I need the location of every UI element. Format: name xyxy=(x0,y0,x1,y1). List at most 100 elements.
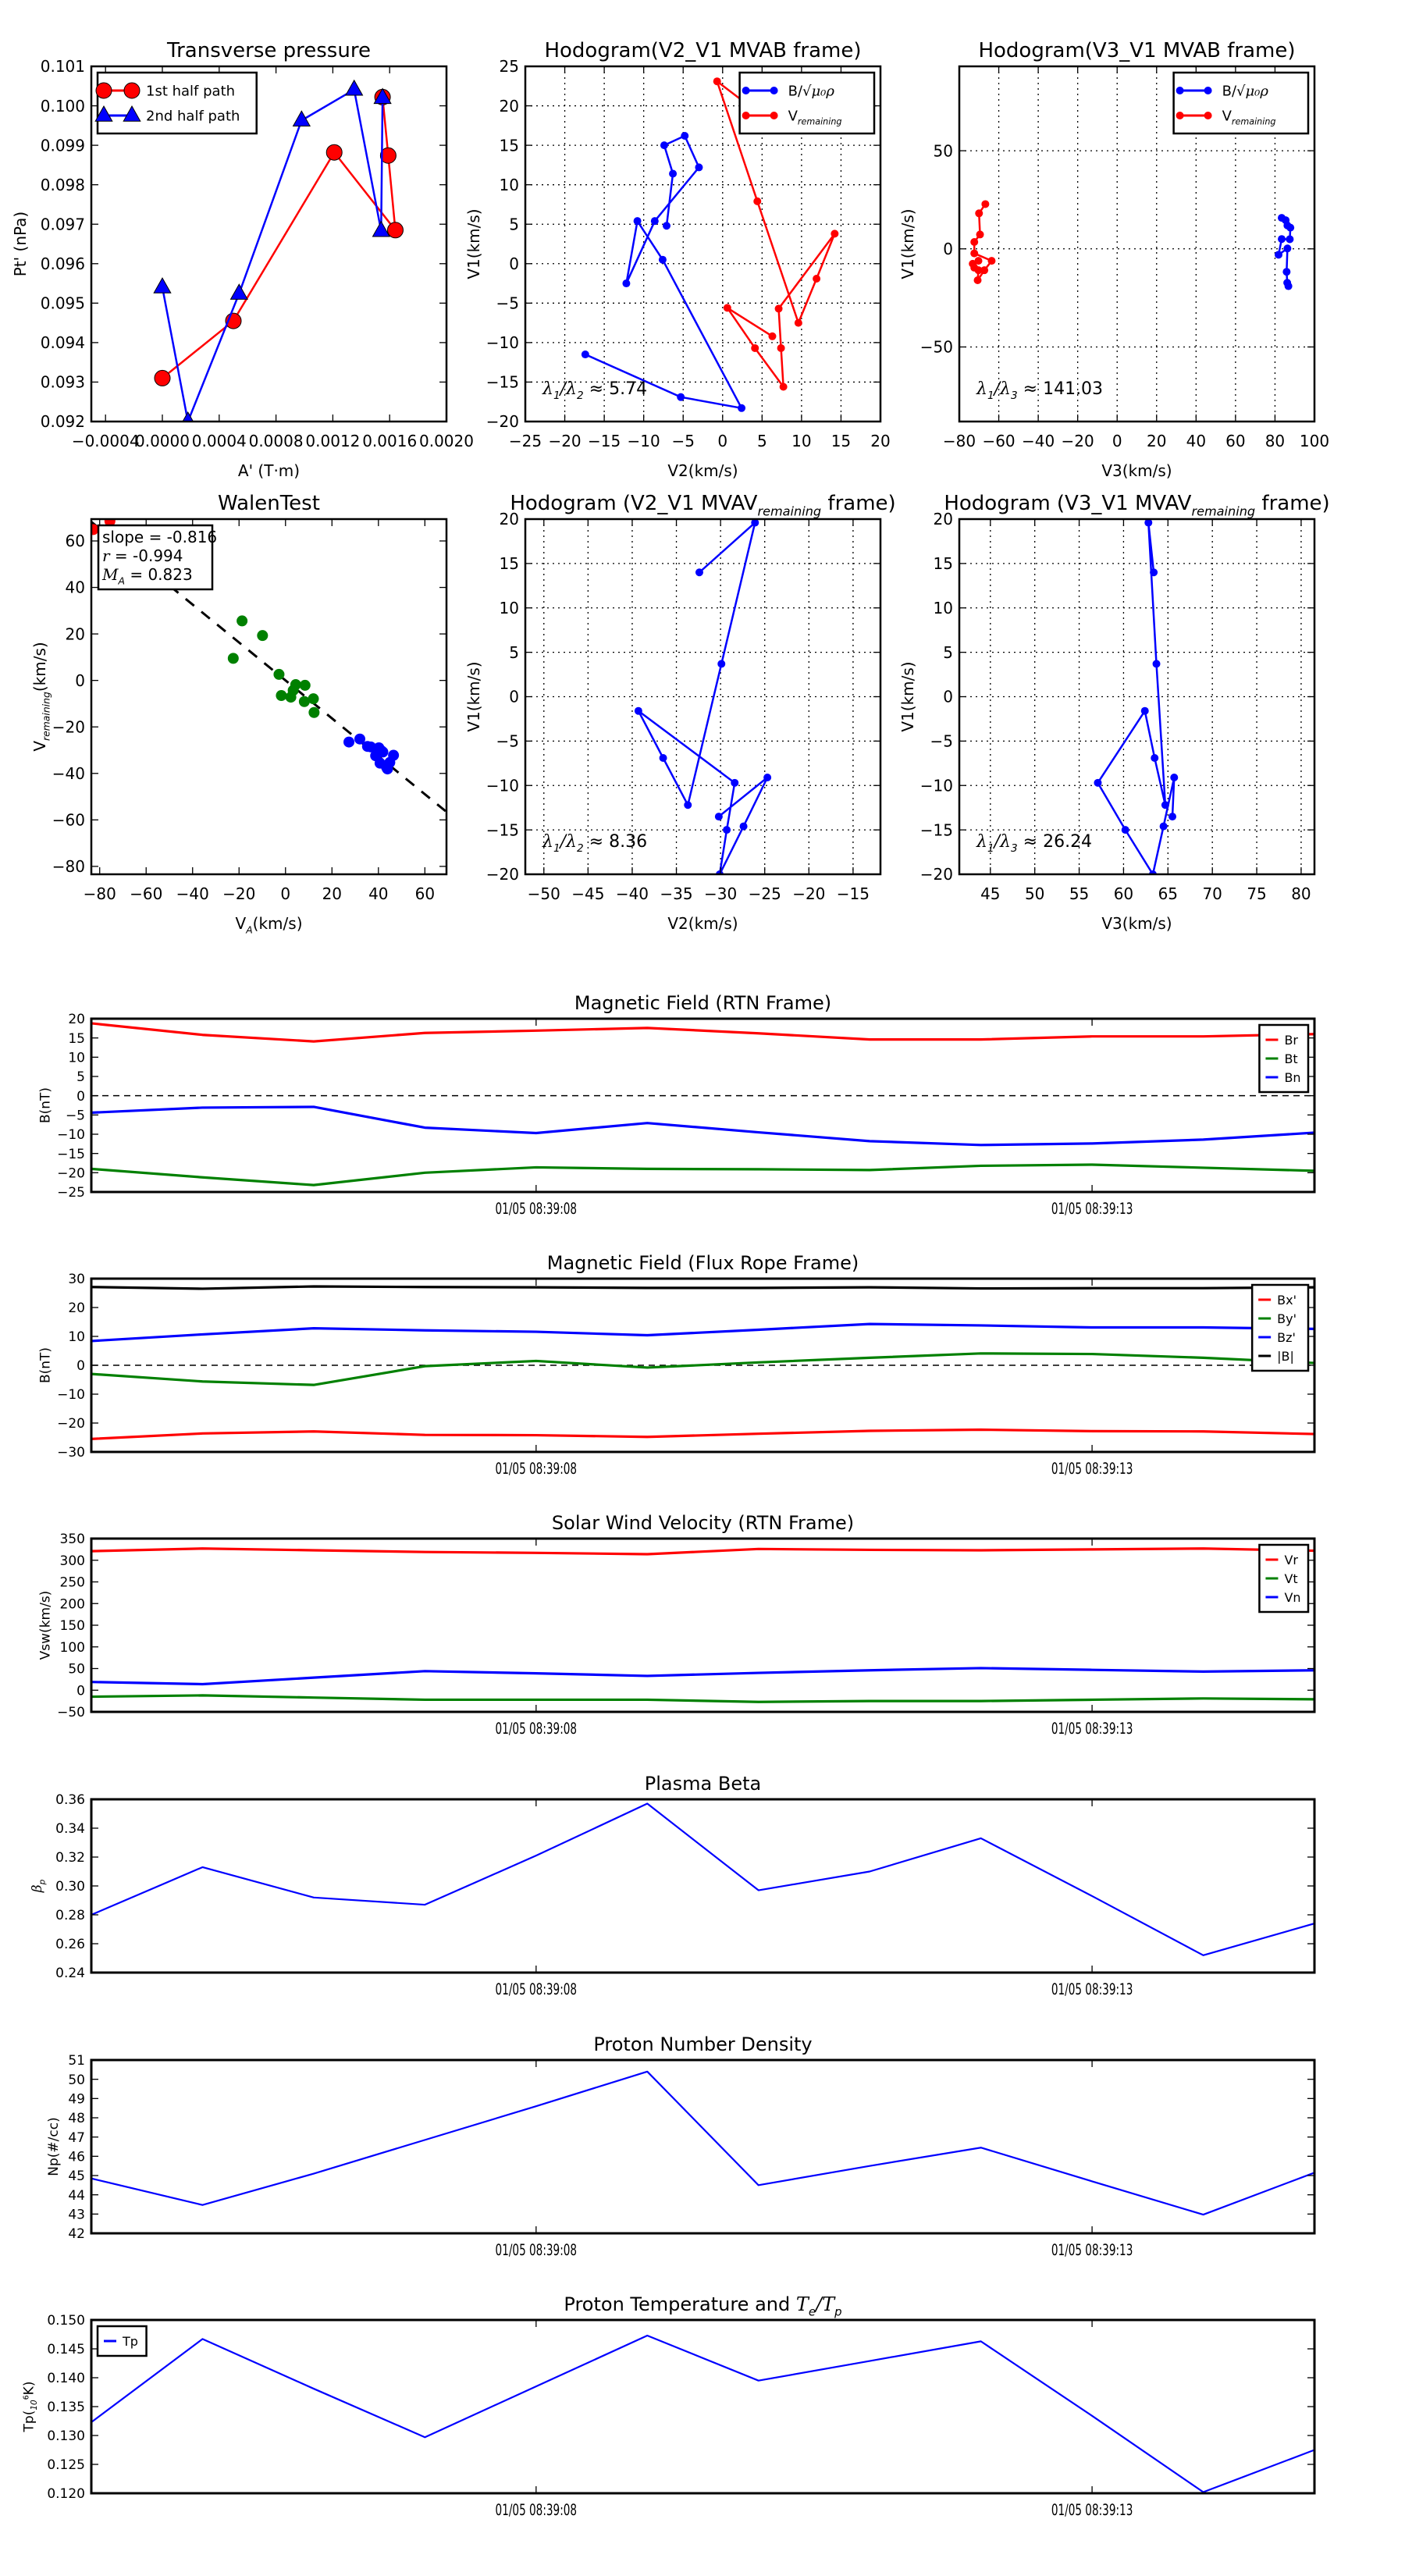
chart-title-part: /T xyxy=(814,2293,836,2315)
x-tick-label: 0.0008 xyxy=(249,432,304,450)
eigenvalue-ratio-annotation-part: 1 xyxy=(987,390,994,402)
x-axis-label-part: V3(km/s) xyxy=(1101,461,1172,480)
chart-title: Hodogram (V2_V1 MVAVremaining frame) xyxy=(510,492,895,518)
eigenvalue-ratio-annotation-part: /λ xyxy=(559,832,577,852)
data-point-series-0 xyxy=(714,813,723,821)
chart-4: −50 −45 −40 −35 −30 −25 −20 −15−20−15−10−505101… xyxy=(464,492,896,933)
x-axis-label-part: V3(km/s) xyxy=(1101,914,1172,933)
chart-6: 01/05 08:39:08 01/05 08:39:13 −25 −20 −15 −10… xyxy=(37,992,1316,1218)
plot-area xyxy=(91,1539,1314,1712)
y-tick-label: −10 xyxy=(486,333,519,352)
series-line-0 xyxy=(91,2070,1314,2216)
x-tick-label: 01/05 08:39:13 xyxy=(1051,1199,1133,1217)
y-tick-label: −10 xyxy=(57,1127,85,1143)
data-point-series-1 xyxy=(751,343,759,352)
chart-title-part: Hodogram (V3_V1 MVAV xyxy=(944,492,1191,515)
x-tick-label: 0.0000 xyxy=(135,432,190,450)
x-tick-label: −40 xyxy=(176,884,209,903)
plot-area xyxy=(91,1019,1314,1192)
x-tick-label: 50 xyxy=(1025,884,1044,903)
x-tick-label: 10 xyxy=(791,432,811,450)
data-point-series-2 xyxy=(382,763,393,775)
chart-title-part: remaining xyxy=(1191,503,1255,518)
data-point-series-0 xyxy=(662,222,670,230)
y-tick-label: 20 xyxy=(66,624,85,643)
y-tick-label: −20 xyxy=(920,865,953,884)
y-axis-label-part: Np(#/cc) xyxy=(46,2117,62,2176)
axes-frame xyxy=(90,2318,1316,2495)
data-point-series-1 xyxy=(308,706,320,718)
legend-label: Vremaining xyxy=(788,108,842,126)
y-tick-label: 0.095 xyxy=(41,294,85,313)
y-axis-label: Tp(106K) xyxy=(21,2382,39,2433)
y-tick-label: 0.092 xyxy=(41,412,85,431)
legend-label: B/√μ₀ρ xyxy=(788,83,835,99)
legend-label-part: Bt xyxy=(1284,1051,1297,1066)
y-tick-label: −80 xyxy=(52,857,85,876)
x-tick-label: 60 xyxy=(415,884,435,903)
data-point-series-0 xyxy=(658,255,667,264)
chart-title-part: Solar Wind Velocity (RTN Frame) xyxy=(552,1512,854,1534)
data-point-series-1 xyxy=(753,197,762,205)
legend-label-part: B/√ xyxy=(788,83,812,99)
eigenvalue-ratio-annotation-part: 1 xyxy=(987,842,994,855)
data-point-series-1 xyxy=(713,77,721,86)
legend-label-part: 2nd half path xyxy=(146,108,240,124)
y-tick-label: −20 xyxy=(486,412,519,431)
y-tick-label: 10 xyxy=(500,599,519,617)
y-tick-label: −10 xyxy=(920,776,953,795)
legend-marker xyxy=(1204,87,1212,94)
y-tick-label: 10 xyxy=(68,1050,85,1066)
data-point-series-1 xyxy=(299,679,311,691)
legend-label: |B| xyxy=(1277,1349,1294,1364)
x-tick-label: 01/05 08:39:13 xyxy=(1051,1459,1133,1477)
data-point-series-0 xyxy=(633,217,642,226)
data-point-series-0 xyxy=(669,169,678,178)
x-tick-label: 100 xyxy=(1300,432,1329,450)
data-point-series-0 xyxy=(1140,706,1149,715)
x-tick-label: 20 xyxy=(322,884,342,903)
y-tick-label: −25 xyxy=(57,1185,85,1201)
legend-label: Vn xyxy=(1284,1590,1300,1605)
y-axis-label-part: V1(km/s) xyxy=(898,208,917,279)
plot-marks xyxy=(581,77,839,412)
chart-1: −25 −20 −15 −10 −5 0 5 10 15 20−20−15−10−50510152… xyxy=(464,39,891,480)
x-axis-label-part: (km/s) xyxy=(253,914,303,933)
y-axis-label-part: B(nT) xyxy=(37,1347,53,1383)
chart-11: 01/05 08:39:08 01/05 08:39:13 0.120 0.125 0.… xyxy=(21,2293,1316,2519)
stats-box-frame xyxy=(97,524,214,591)
y-tick-label: 20 xyxy=(934,510,953,528)
plot-area xyxy=(91,2320,1314,2493)
data-point-series-0 xyxy=(386,222,404,239)
plot-marks xyxy=(91,2070,1314,2216)
data-point-series-1 xyxy=(981,200,990,208)
x-tick-label: −10 xyxy=(628,432,660,450)
data-point-series-1 xyxy=(298,696,310,707)
plot-area xyxy=(91,2060,1314,2233)
y-tick-label: 0.34 xyxy=(55,1821,85,1837)
stats-line: MA = 0.823 xyxy=(101,565,193,587)
legend-marker xyxy=(123,105,141,122)
data-point-series-1 xyxy=(290,679,301,691)
y-tick-label: 0.30 xyxy=(55,1879,85,1895)
series-line-0 xyxy=(1097,521,1176,874)
x-axis-label-part: V2(km/s) xyxy=(667,461,738,480)
chart-title: Proton Number Density xyxy=(593,2033,812,2055)
y-tick-label: 0.145 xyxy=(47,2342,85,2357)
y-axis-label-part: p xyxy=(38,1879,48,1885)
legend: Br Bt Bn xyxy=(1258,1023,1310,1094)
x-tick-label: 20 xyxy=(870,432,890,450)
y-axis-label: Vsw(km/s) xyxy=(37,1591,53,1660)
y-axis-label-part: V xyxy=(30,741,49,752)
series-line-0 xyxy=(637,521,769,874)
x-tick-label: −35 xyxy=(660,884,692,903)
data-point-series-1 xyxy=(276,690,287,702)
data-point-series-1 xyxy=(794,318,802,327)
axes-frame xyxy=(90,2058,1316,2235)
legend-label-part: remaining xyxy=(798,117,842,127)
stats-line-part: = 0.823 xyxy=(125,565,193,584)
chart-title-part: Hodogram (V2_V1 MVAV xyxy=(510,492,757,515)
y-tick-label: 20 xyxy=(68,1300,85,1316)
y-tick-label: 300 xyxy=(60,1553,85,1569)
x-tick-label: −20 xyxy=(222,884,255,903)
